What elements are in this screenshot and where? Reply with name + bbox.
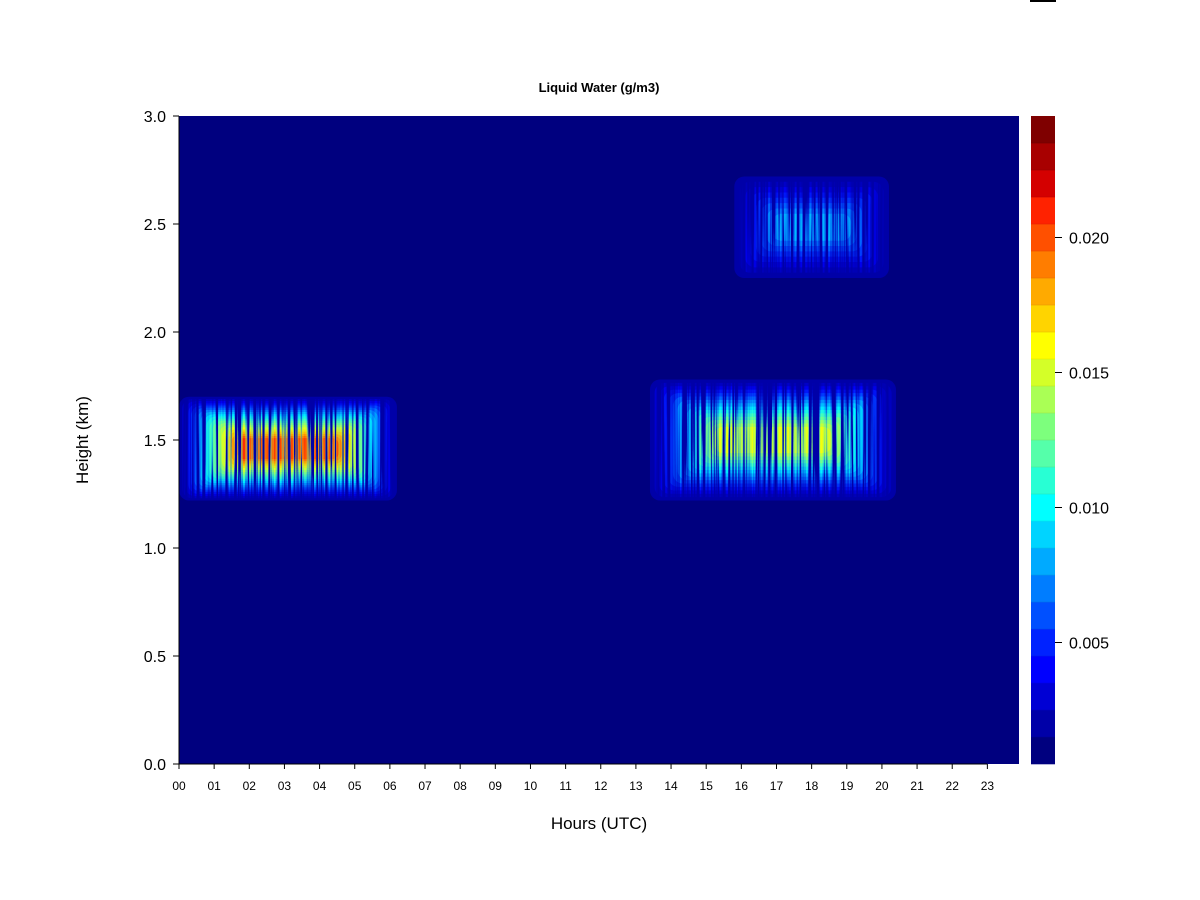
cloud-layers — [179, 176, 896, 501]
x-tick-label: 18 — [805, 779, 819, 793]
cloud-layer — [179, 396, 397, 501]
colorbar-cell — [1031, 197, 1055, 225]
y-tick-label: 1.0 — [144, 541, 166, 558]
y-tick-label: 2.5 — [144, 217, 166, 234]
x-tick-label: 15 — [700, 779, 714, 793]
x-tick-label: 21 — [910, 779, 924, 793]
colorbar-cell — [1031, 440, 1055, 468]
x-tick-label: 20 — [875, 779, 889, 793]
x-tick-label: 19 — [840, 779, 854, 793]
colorbar-cell — [1031, 575, 1055, 603]
x-tick-label: 13 — [629, 779, 643, 793]
y-tick-label: 0.0 — [144, 757, 166, 774]
y-tick-label: 0.5 — [144, 649, 166, 666]
cloud-layer — [734, 176, 889, 278]
colorbar-cell — [1031, 467, 1055, 495]
colorbar-cell — [1031, 143, 1055, 171]
x-tick-label: 10 — [524, 779, 538, 793]
colorbar: 0.005 0.010 0.015 0.020 — [1031, 116, 1109, 765]
x-tick-label: 08 — [453, 779, 467, 793]
colorbar-cell — [1031, 710, 1055, 738]
x-tick-label: 05 — [348, 779, 362, 793]
x-tick-label: 02 — [243, 779, 257, 793]
x-tick-label: 16 — [735, 779, 749, 793]
colorbar-cell — [1031, 413, 1055, 441]
plot-area — [179, 116, 1019, 764]
colorbar-cell — [1031, 629, 1055, 657]
y-tick-label: 1.5 — [144, 433, 166, 450]
y-axis-title: Height (km) — [73, 396, 92, 484]
colorbar-cell — [1031, 305, 1055, 333]
cloud-band — [236, 438, 339, 460]
x-tick-label: 09 — [489, 779, 503, 793]
colorbar-cell — [1031, 386, 1055, 414]
x-tick-label: 12 — [594, 779, 608, 793]
colorbar-cell — [1031, 548, 1055, 576]
colorbar-cell — [1031, 521, 1055, 549]
x-tick-label: 11 — [559, 779, 572, 793]
colorbar-cell — [1031, 224, 1055, 252]
colorbar-cell — [1031, 656, 1055, 684]
x-tick-label: 23 — [981, 779, 995, 793]
x-tick-label: 03 — [278, 779, 292, 793]
cloud-band — [772, 213, 852, 241]
x-tick-label: 17 — [770, 779, 784, 793]
chart-title: Liquid Water (g/m3) — [539, 80, 660, 95]
y-tick-label: 2.0 — [144, 325, 166, 342]
colorbar-tick-label: 0.010 — [1069, 501, 1109, 518]
x-tick-label: 07 — [418, 779, 432, 793]
colorbar-cell — [1031, 494, 1055, 522]
y-axis: 0.0 0.5 1.0 1.5 2.0 2.5 3.0 — [144, 109, 180, 774]
colorbar-cell — [1031, 251, 1055, 279]
x-tick-label: 01 — [207, 779, 221, 793]
cloud-band — [714, 426, 832, 454]
y-tick-label: 3.0 — [144, 109, 166, 126]
x-tick-label: 00 — [172, 779, 186, 793]
colorbar-tick-label: 0.005 — [1069, 636, 1109, 653]
x-axis: 00 01 02 03 04 05 06 07 08 09 10 11 12 13 14 15 16 17 18 19… — [172, 763, 995, 793]
colorbar-cell — [1031, 116, 1055, 144]
x-tick-label: 04 — [313, 779, 327, 793]
colorbar-cell — [1031, 602, 1055, 630]
colorbar-cell — [1031, 170, 1055, 198]
x-tick-label: 22 — [946, 779, 960, 793]
colorbar-cell — [1031, 359, 1055, 387]
colorbar-cell — [1031, 683, 1055, 711]
x-tick-label: 14 — [664, 779, 678, 793]
colorbar-cell — [1031, 332, 1055, 360]
colorbar-tick-label: 0.015 — [1069, 366, 1109, 383]
colorbar-cell — [1031, 737, 1055, 765]
x-tick-label: 06 — [383, 779, 397, 793]
corner-mark — [1030, 0, 1056, 2]
colorbar-cell — [1031, 278, 1055, 306]
cloud-layer — [649, 379, 896, 501]
x-axis-title: Hours (UTC) — [551, 814, 647, 833]
colorbar-tick-label: 0.020 — [1069, 231, 1109, 248]
